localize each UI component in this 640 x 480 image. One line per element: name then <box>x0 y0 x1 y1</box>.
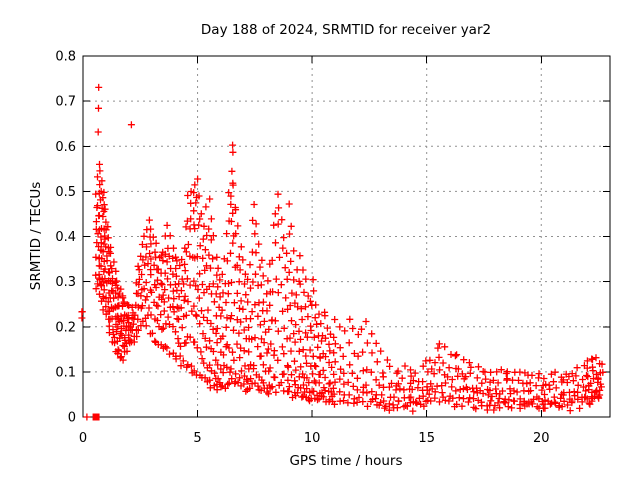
y-tick-label: 0.8 <box>55 50 76 65</box>
y-tick-label: 0 <box>68 411 76 426</box>
y-tick-label: 0.5 <box>55 185 76 200</box>
y-tick-label: 0.3 <box>55 275 76 290</box>
scatter-points <box>78 83 607 421</box>
x-axis-title: GPS time / hours <box>289 453 403 469</box>
chart-title: Day 188 of 2024, SRMTID for receiver yar… <box>200 22 492 38</box>
x-tick-label: 5 <box>193 431 201 446</box>
y-tick-label: 0.1 <box>55 365 76 380</box>
x-tick-label: 20 <box>533 431 550 446</box>
y-axis-title: SRMTID / TECUs <box>28 181 44 291</box>
y-tick-label: 0.7 <box>55 95 76 110</box>
x-tick-label: 15 <box>418 431 435 446</box>
square-data-point <box>92 413 100 421</box>
x-tick-label: 0 <box>79 431 87 446</box>
y-tick-label: 0.6 <box>55 140 76 155</box>
y-tick-label: 0.2 <box>55 320 76 335</box>
x-tick-label: 10 <box>304 431 321 446</box>
y-tick-label: 0.4 <box>55 230 76 245</box>
